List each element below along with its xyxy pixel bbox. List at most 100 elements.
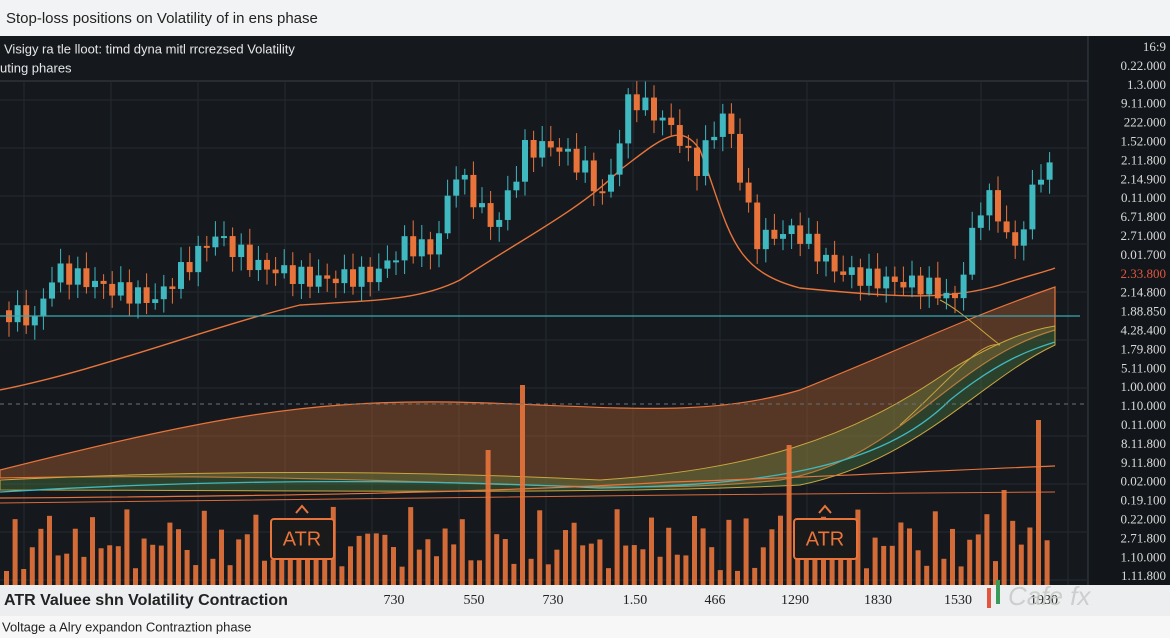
candle-body	[565, 148, 571, 152]
candle-body	[883, 276, 890, 289]
volume-bar	[623, 545, 629, 585]
candle-body	[831, 254, 838, 272]
candle-body	[152, 299, 159, 303]
volume-bar	[735, 570, 740, 585]
candle-body	[702, 140, 709, 176]
candle-body	[264, 259, 270, 270]
subtitle: uting phares	[0, 60, 72, 75]
volume-bar	[12, 519, 18, 585]
status-value: 466	[705, 593, 726, 608]
volume-bar	[1018, 544, 1024, 585]
volume-bar	[993, 561, 998, 585]
candle-body	[203, 245, 210, 248]
candle-body	[616, 143, 623, 175]
candle-body	[676, 125, 683, 146]
volume-bar	[692, 516, 697, 585]
candle-body	[659, 117, 666, 121]
candle-body	[281, 265, 288, 274]
volume-bar	[975, 534, 981, 585]
status-value: 1.50	[623, 593, 648, 608]
candle-body	[977, 215, 984, 228]
band-line	[0, 341, 1056, 493]
volume-bar	[563, 530, 568, 585]
candle-body	[891, 276, 898, 282]
volume-bar	[270, 559, 276, 585]
volume-bar	[468, 560, 474, 585]
volume-bar	[141, 538, 147, 585]
axis-label: 1.79.800	[1121, 341, 1167, 356]
volume-bar	[717, 570, 723, 585]
candle-body	[737, 133, 743, 183]
volume-bar	[176, 529, 181, 585]
candle-body	[857, 267, 864, 286]
volume-bar	[1027, 527, 1033, 585]
candle-body	[229, 236, 236, 258]
volume-bar	[932, 511, 938, 585]
badge-box	[270, 518, 335, 560]
volume-bar	[786, 445, 792, 585]
candle-body	[625, 94, 632, 144]
candle-body	[470, 174, 477, 208]
axis-label: 1.10.000	[1121, 549, 1167, 564]
candle-body	[582, 160, 589, 173]
volume-bar	[726, 519, 732, 585]
volume-bar	[1001, 490, 1007, 585]
volume-bar	[907, 528, 912, 585]
candle-body	[289, 265, 296, 284]
candle-body	[685, 145, 692, 148]
axis-label: 222.000	[1124, 115, 1166, 130]
volume-bar	[348, 546, 353, 585]
axis-label: 0.11.000	[1121, 190, 1166, 205]
candle-body	[324, 275, 331, 279]
candle-body	[780, 234, 786, 239]
volume-bar	[365, 533, 371, 585]
volume-bar	[210, 558, 216, 585]
badge-arrow	[295, 504, 309, 514]
candle-body	[1012, 232, 1019, 246]
volume-bar	[98, 548, 104, 585]
badge-arrow	[818, 504, 832, 514]
candle-body	[917, 275, 924, 295]
band-line	[0, 465, 1056, 499]
volume-bar	[391, 547, 396, 585]
volume-bar	[219, 529, 224, 585]
axis-label: 5.11.000	[1121, 360, 1166, 375]
candle-body	[556, 147, 563, 152]
candle-body	[238, 244, 245, 258]
candle-body	[436, 233, 442, 255]
volume-bar	[958, 566, 964, 585]
volume-bar	[434, 556, 439, 585]
volume-bar	[846, 546, 852, 585]
candle-body	[530, 140, 537, 158]
volume-bar	[1044, 540, 1050, 585]
candle-body	[995, 190, 1001, 222]
candle-body	[1038, 179, 1044, 185]
status-value: 1830	[864, 593, 892, 608]
candle-body	[694, 147, 700, 176]
badge-box	[793, 518, 858, 560]
candle-body	[1029, 184, 1036, 230]
candle-body	[866, 268, 872, 286]
volume-bar	[201, 510, 207, 585]
volume-bar	[459, 519, 465, 585]
volume-bar	[864, 568, 869, 585]
volume-bar	[262, 560, 267, 585]
candles	[6, 81, 1053, 340]
volume-bar	[683, 555, 689, 585]
volume-bar	[64, 553, 70, 585]
volume-bar	[898, 522, 904, 585]
candle-body	[126, 282, 133, 304]
candle-body	[221, 236, 227, 239]
axis-label: 9.11.000	[1121, 96, 1166, 111]
axis-label: 9.11.800	[1121, 455, 1166, 470]
atr-badge: ATR	[270, 504, 335, 560]
candle-body	[160, 286, 167, 300]
volume-bar	[743, 518, 749, 585]
volume-bar	[795, 552, 801, 585]
axis-label: 2.71.800	[1121, 530, 1167, 545]
volume-bar	[778, 515, 783, 585]
volume-bar	[485, 450, 491, 585]
volume-bar	[399, 566, 405, 585]
candle-body	[496, 219, 503, 227]
